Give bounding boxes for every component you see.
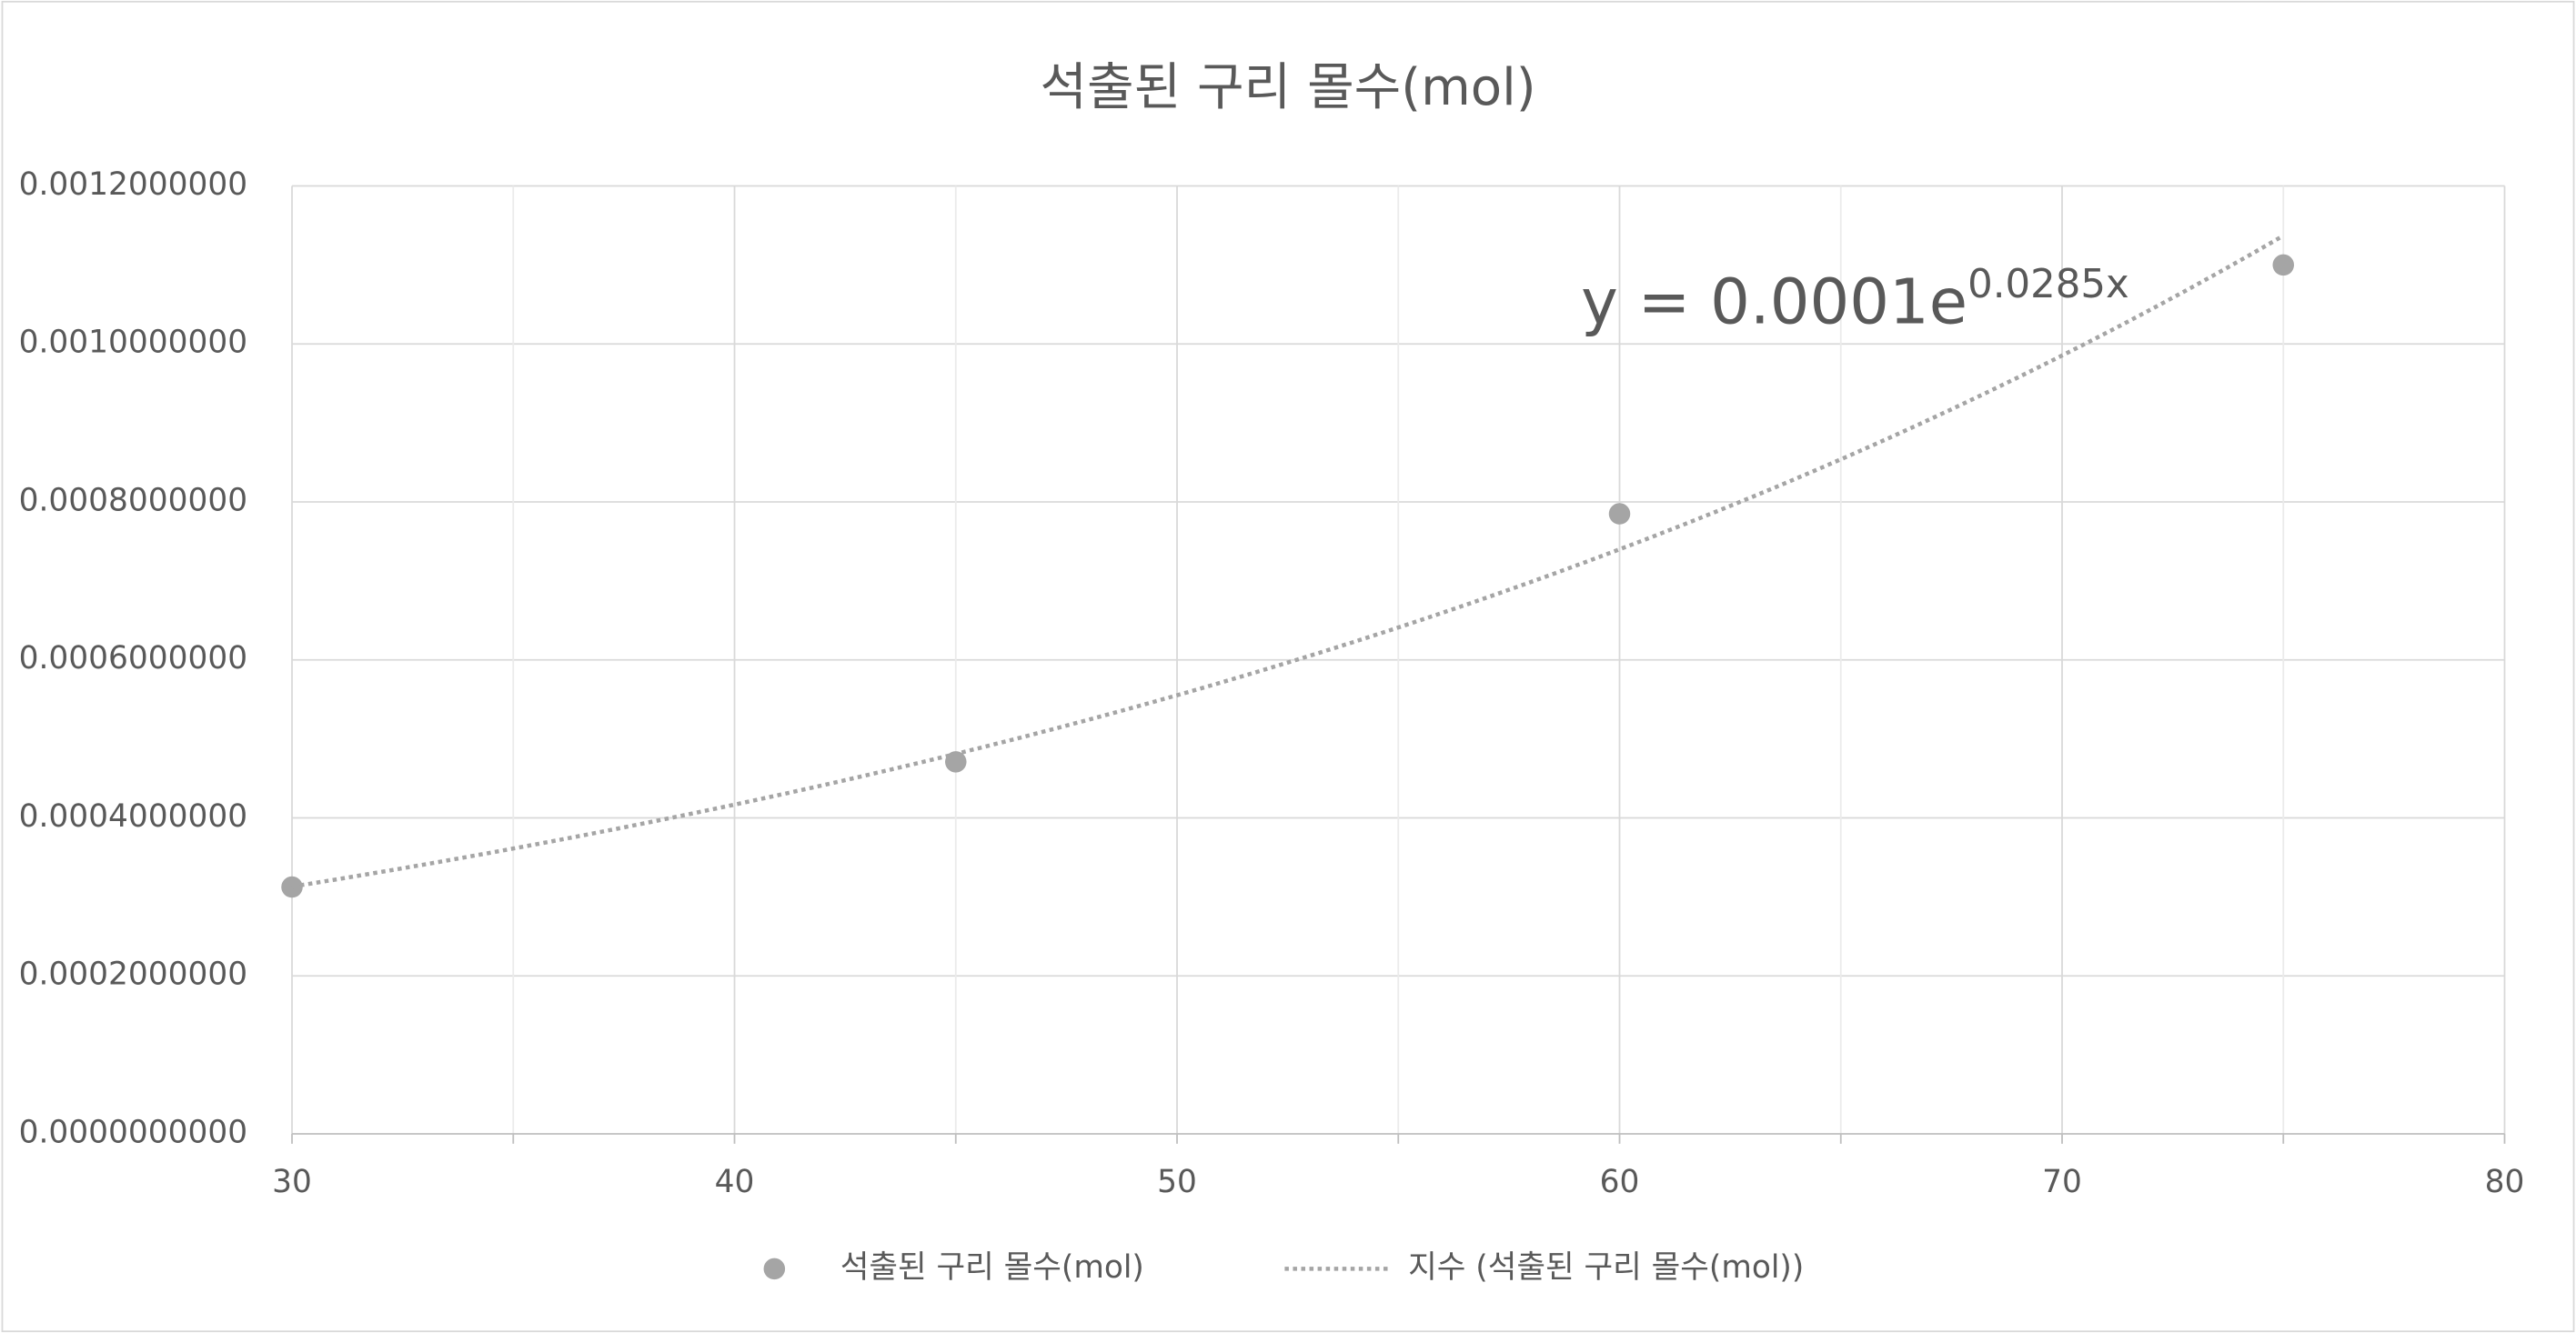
trendline-equation: y = 0.0001e0.0285x: [1581, 261, 2129, 338]
legend-label: 석출된 구리 몰수(mol): [840, 1249, 1144, 1286]
point: [945, 751, 967, 773]
y-tick-label: 0.0010000000: [19, 325, 248, 361]
x-tick-label: 30: [272, 1164, 312, 1200]
legend-label: 지수 (석출된 구리 몰수(mol)): [1408, 1249, 1804, 1286]
y-tick-label: 0.0004000000: [19, 798, 248, 835]
y-tick-label: 0.0002000000: [19, 957, 248, 993]
x-tick-label: 50: [1157, 1164, 1197, 1200]
y-tick-label: 0.0006000000: [19, 640, 248, 677]
y-tick-label: 0.0000000000: [19, 1115, 248, 1151]
legend-marker: [763, 1258, 786, 1280]
point: [1608, 503, 1631, 525]
x-tick-label: 80: [2485, 1164, 2525, 1200]
equation-exponent: 0.0285x: [1967, 261, 2129, 306]
equation-base: y = 0.0001e: [1581, 266, 1967, 339]
y-tick-label: 0.0008000000: [19, 483, 248, 519]
y-tick-label: 0.0012000000: [19, 166, 248, 203]
x-tick-label: 70: [2042, 1164, 2082, 1200]
trendline: [291, 234, 2285, 889]
point: [281, 876, 303, 898]
chart-title: 석출된 구리 몰수(mol): [1040, 58, 1535, 117]
x-tick-label: 40: [715, 1164, 755, 1200]
x-tick-label: 60: [1600, 1164, 1640, 1200]
point: [2272, 254, 2295, 276]
